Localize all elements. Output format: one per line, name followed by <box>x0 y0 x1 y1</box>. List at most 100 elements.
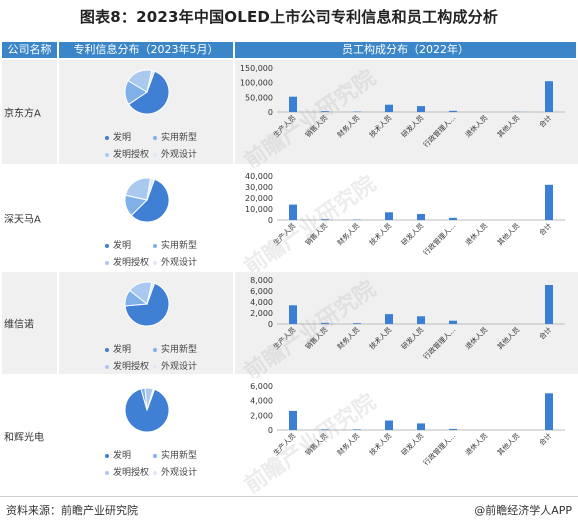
y-tick-label: 4,000 <box>250 397 273 406</box>
y-tick-label: 150,000 <box>240 64 273 73</box>
pie-slice <box>146 177 156 201</box>
pie-slice <box>124 388 170 433</box>
x-tick-label: 研发人员 <box>399 113 425 139</box>
legend-item: 实用新型 <box>153 448 197 461</box>
x-tick-label: 其他人员 <box>495 431 521 457</box>
legend-swatch <box>153 135 157 140</box>
x-tick-label: 行政管理人… <box>421 325 457 361</box>
x-tick-label: 行政管理人… <box>421 113 457 149</box>
legend-item: 实用新型 <box>153 342 197 355</box>
brand-note: @前瞻经济学人APP <box>474 504 572 517</box>
x-tick-label: 技术人员 <box>367 221 393 247</box>
header-staff: 员工构成分布（2022年） <box>235 42 576 58</box>
legend-swatch <box>105 364 109 369</box>
legend-swatch <box>153 453 157 458</box>
bar <box>289 410 297 430</box>
legend-swatch <box>153 243 157 248</box>
bar <box>385 314 393 324</box>
x-tick-label: 退休人员 <box>463 325 489 351</box>
patent-cell: 发明 实用新型 发明授权 外观设计 <box>59 272 233 374</box>
y-tick-label: 0 <box>268 426 273 435</box>
x-tick-label: 合计 <box>537 221 553 237</box>
bar <box>353 323 361 324</box>
x-tick-label: 财务人员 <box>335 431 361 457</box>
company-name: 京东方A <box>4 108 41 120</box>
pie-slice <box>128 70 170 115</box>
y-tick-label: 20,000 <box>245 194 273 203</box>
x-tick-label: 销售人员 <box>303 221 329 247</box>
legend-label: 外观设计 <box>161 258 198 268</box>
bar <box>289 96 297 112</box>
legend-swatch <box>105 135 109 140</box>
legend-swatch <box>105 347 109 352</box>
legend-label: 外观设计 <box>161 362 198 372</box>
footer-divider <box>0 496 578 497</box>
bar <box>321 322 329 324</box>
x-tick-label: 生产人员 <box>271 325 297 351</box>
x-tick-label: 研发人员 <box>399 325 425 351</box>
pie-slice <box>146 69 156 93</box>
x-tick-label: 财务人员 <box>335 113 361 139</box>
bar <box>449 217 457 220</box>
legend-label: 发明授权 <box>113 150 150 160</box>
patent-cell: 发明 实用新型 发明授权 外观设计 <box>59 168 233 268</box>
legend-item: 发明 <box>105 238 131 251</box>
bar <box>449 110 457 112</box>
legend-swatch <box>153 470 157 475</box>
legend-item: 发明 <box>105 130 131 143</box>
legend-swatch <box>153 364 157 369</box>
bar <box>321 111 329 112</box>
legend-item: 发明 <box>105 448 131 461</box>
table-row: 深天马A 发明 实用新型 发明授权 外观设计 0 10,000 20,000 30,000 40,… <box>2 168 578 280</box>
company-cell: 维信诺 <box>2 272 57 374</box>
staff-bar-chart: 0 50,000 100,000 150,000 生产人员 销售人员 财务人员 技术人员 研发人… <box>240 64 565 149</box>
legend-item: 外观设计 <box>153 147 197 160</box>
legend-swatch <box>153 347 157 352</box>
x-tick-label: 技术人员 <box>367 113 393 139</box>
x-tick-label: 生产人员 <box>271 431 297 457</box>
patent-pie-chart <box>124 387 170 433</box>
bar <box>417 423 425 430</box>
legend-label: 发明 <box>113 133 132 143</box>
source-note: 资料来源：前瞻产业研究院 <box>6 504 138 517</box>
legend-label: 发明授权 <box>113 258 150 268</box>
x-tick-label: 销售人员 <box>303 431 329 457</box>
company-cell: 京东方A <box>2 60 57 164</box>
legend-swatch <box>105 470 109 475</box>
legend-item: 外观设计 <box>153 465 197 478</box>
bar <box>353 429 361 430</box>
bar <box>449 428 457 430</box>
x-tick-label: 退休人员 <box>463 431 489 457</box>
x-tick-label: 行政管理人… <box>421 431 457 467</box>
pie-slice <box>146 281 156 305</box>
bar <box>545 393 553 430</box>
legend-item: 实用新型 <box>153 130 197 143</box>
x-tick-label: 其他人员 <box>495 325 521 351</box>
bar <box>417 106 425 112</box>
legend-label: 实用新型 <box>161 451 198 461</box>
pie-slice <box>146 388 156 411</box>
y-tick-label: 6,000 <box>250 382 273 391</box>
legend-item: 发明授权 <box>105 465 149 478</box>
legend-swatch <box>105 260 109 265</box>
y-tick-label: 2,000 <box>250 411 273 420</box>
legend-swatch <box>153 260 157 265</box>
x-tick-label: 技术人员 <box>367 325 393 351</box>
y-tick-label: 2,000 <box>250 309 273 318</box>
pie-slice <box>130 178 170 223</box>
company-name: 深天马A <box>4 214 41 226</box>
y-tick-label: 50,000 <box>245 93 273 102</box>
y-tick-label: 10,000 <box>245 205 273 214</box>
table-row: 维信诺 发明 实用新型 发明授权 外观设计 0 2,000 4,000 6,000 8,000 生产… <box>2 272 578 385</box>
patent-pie-chart <box>124 281 170 327</box>
x-tick-label: 生产人员 <box>271 221 297 247</box>
x-tick-label: 财务人员 <box>335 221 361 247</box>
bar <box>321 429 329 430</box>
x-tick-label: 合计 <box>537 113 553 129</box>
legend-swatch <box>153 152 157 157</box>
legend-item: 发明授权 <box>105 359 149 372</box>
staff-cell: 0 50,000 100,000 150,000 生产人员 销售人员 财务人员 技术人员 研发人… <box>235 60 578 164</box>
x-tick-label: 研发人员 <box>399 221 425 247</box>
bar <box>545 285 553 324</box>
bar <box>545 81 553 112</box>
